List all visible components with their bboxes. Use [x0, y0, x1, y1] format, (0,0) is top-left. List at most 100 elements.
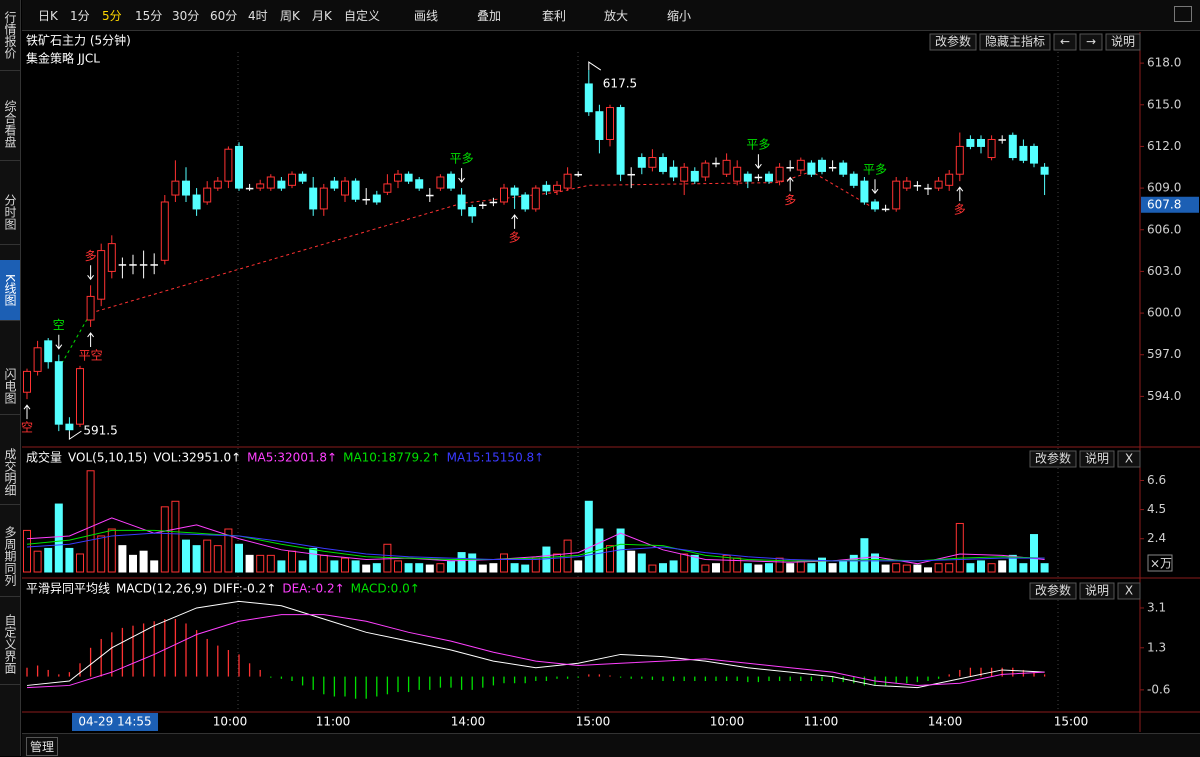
candle-body	[913, 185, 922, 187]
button-label[interactable]: ←	[1060, 35, 1070, 49]
candle-body	[44, 340, 53, 363]
toolbar-item[interactable]: 15分	[135, 9, 163, 23]
legend-entry: MA5:32001.8↑	[247, 451, 337, 465]
toolbar-item[interactable]: 日K	[38, 9, 58, 23]
volume-bar	[118, 545, 127, 573]
volume-bar	[44, 547, 53, 573]
volume-bar	[1019, 563, 1028, 573]
volume-bar	[23, 529, 31, 573]
panel-button[interactable]: 改参数	[1029, 582, 1077, 600]
sidebar-tab[interactable]: 综合看盘	[0, 88, 20, 161]
button-label[interactable]: X	[1125, 452, 1133, 466]
volume-bar	[924, 567, 932, 573]
panel-button[interactable]: X	[1117, 450, 1141, 468]
legend-entry: MA10:18779.2↑	[343, 451, 441, 465]
sidebar-tab[interactable]: 分时图	[0, 180, 20, 245]
button-label[interactable]: 隐藏主指标	[985, 34, 1045, 49]
sidebar-tab[interactable]: 成交明细	[0, 440, 20, 505]
button-label[interactable]: 改参数	[1035, 583, 1071, 598]
panel-button[interactable]: 说明	[1079, 450, 1115, 468]
toolbar-item[interactable]: 1分	[70, 9, 90, 23]
toolbar-item[interactable]: 周K	[280, 9, 300, 23]
candle-body	[616, 107, 625, 175]
x-tick-label: 10:00	[710, 715, 745, 729]
volume-bar	[457, 552, 466, 573]
button-label[interactable]: →	[1086, 35, 1096, 49]
volume-bar	[394, 560, 402, 573]
toolbar-item[interactable]: 套利	[542, 9, 567, 23]
toolbar-item[interactable]: 5分	[102, 9, 122, 23]
candle-body	[881, 208, 890, 211]
volume-bar	[775, 557, 784, 573]
y-tick-label: 609.0	[1147, 181, 1181, 195]
y-tick-label: 3.1	[1147, 600, 1166, 614]
signal-label: 多	[85, 249, 97, 263]
button-frame	[929, 33, 977, 51]
toolbar-item[interactable]: 缩小	[667, 9, 692, 23]
toolbar-item[interactable]: 4时	[248, 9, 268, 23]
sidebar-tab[interactable]: 行情报价	[0, 0, 20, 71]
candle-body	[171, 180, 180, 196]
x-tick-label: 11:00	[316, 715, 351, 729]
volume-bar	[584, 500, 593, 573]
candle-body	[415, 179, 424, 189]
sidebar-tab[interactable]: 自定义界面	[0, 604, 20, 685]
panel-button[interactable]: ←	[1053, 33, 1077, 51]
candle-body	[786, 167, 794, 169]
button-label[interactable]: 说明	[1085, 451, 1109, 466]
toolbar-item[interactable]: 叠加	[477, 9, 502, 23]
candle-body	[690, 170, 699, 182]
manage-button[interactable]: 管理	[26, 737, 59, 756]
panel-button[interactable]: 说明	[1079, 582, 1115, 600]
volume-bar	[171, 500, 180, 573]
volume-bar	[33, 550, 42, 573]
y-tick-label: 597.0	[1147, 347, 1181, 361]
y-tick-label: 615.0	[1147, 97, 1181, 111]
panel-button[interactable]: →	[1079, 33, 1103, 51]
panel-title: 平滑异同平均线	[26, 582, 110, 596]
panel-button[interactable]: 改参数	[929, 33, 977, 51]
panel-button[interactable]: X	[1117, 582, 1141, 600]
volume-bar	[245, 554, 254, 573]
volume-ma-line	[26, 532, 1045, 562]
button-label[interactable]: 说明	[1111, 34, 1135, 49]
toolbar-item[interactable]: 放大	[604, 9, 629, 23]
candle-body	[892, 180, 901, 210]
candle-body	[966, 138, 975, 147]
candle-body	[266, 176, 275, 189]
window-button[interactable]	[1174, 6, 1192, 22]
button-frame	[1079, 450, 1115, 468]
candle-body	[203, 187, 212, 203]
button-label[interactable]: 改参数	[1035, 451, 1071, 466]
button-frame	[1079, 582, 1115, 600]
volume-bar	[235, 543, 243, 573]
panel-button[interactable]: 改参数	[1029, 450, 1077, 468]
toolbar-item[interactable]: 月K	[312, 9, 332, 23]
sidebar-tab[interactable]: 多周期同列	[0, 516, 20, 597]
volume-bar	[1030, 534, 1038, 573]
signal-label: 空	[21, 421, 33, 435]
button-label[interactable]: 改参数	[935, 34, 971, 49]
candle-body	[192, 194, 201, 210]
toolbar-item[interactable]: 60分	[210, 9, 238, 23]
signal-label: 平空	[79, 348, 103, 362]
toolbar-item[interactable]: 画线	[414, 9, 439, 23]
macd-line	[26, 600, 1045, 689]
sidebar-tab[interactable]: K线图	[0, 260, 20, 321]
candle-body	[807, 162, 816, 175]
last-price: 607.8	[1147, 197, 1181, 211]
panel-button[interactable]: 隐藏主指标	[979, 33, 1051, 51]
toolbar-item[interactable]: 30分	[172, 9, 200, 23]
panel-button[interactable]: 说明	[1105, 33, 1141, 51]
volume-bar	[213, 545, 222, 573]
button-label[interactable]: 说明	[1085, 583, 1109, 598]
button-label[interactable]: X	[1125, 584, 1133, 598]
toolbar-item[interactable]: 自定义	[344, 9, 381, 23]
volume-bar	[849, 554, 858, 573]
sidebar-tab[interactable]: 闪电图	[0, 358, 20, 415]
x-tick-label: 11:00	[804, 715, 839, 729]
candle-body	[775, 166, 784, 182]
candle-body	[860, 180, 869, 203]
volume-bar	[107, 528, 116, 573]
candle-body	[457, 194, 466, 210]
